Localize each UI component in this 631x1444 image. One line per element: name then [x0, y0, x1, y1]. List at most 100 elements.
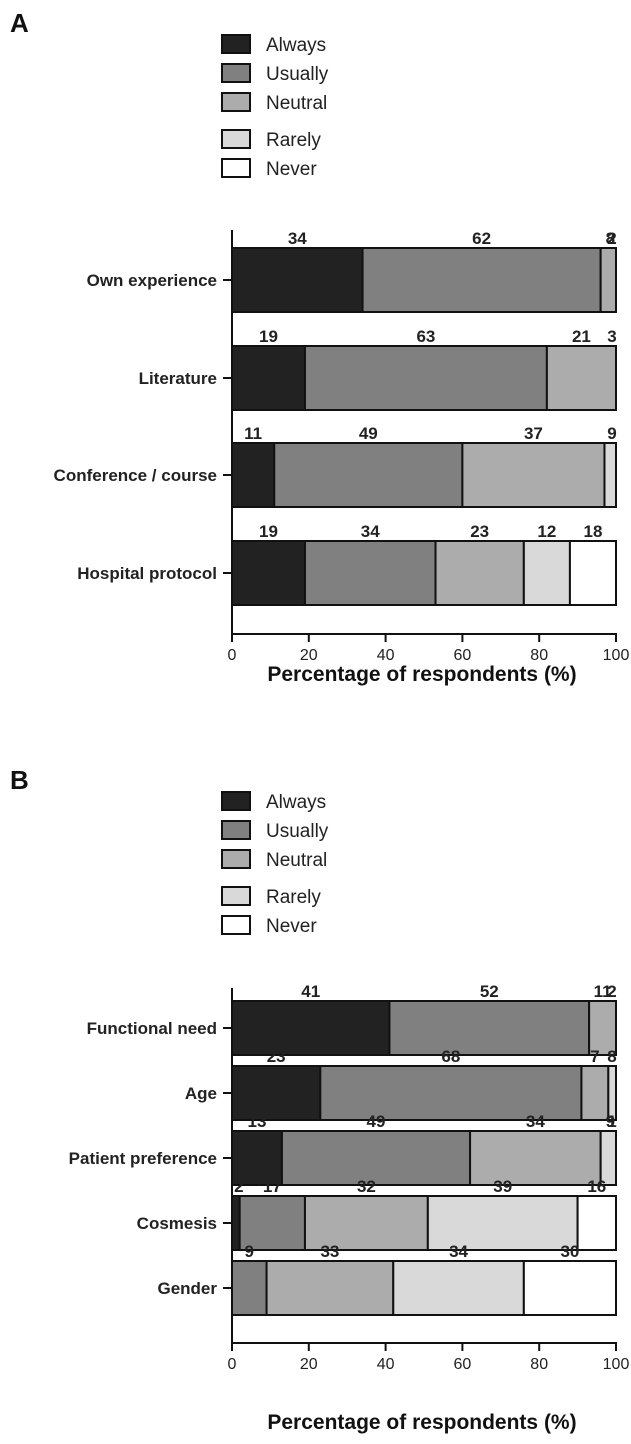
legend-label-always: Always [266, 792, 326, 813]
bar-segment [303, 345, 548, 411]
data-label: 21 [572, 327, 591, 346]
legend-swatch-neutral [221, 849, 251, 869]
bar-segment [388, 1000, 591, 1056]
data-label: 8 [606, 229, 615, 248]
data-label: 3 [607, 327, 616, 346]
bar-segment [568, 540, 617, 606]
bar-segment [231, 1000, 391, 1056]
data-label: 19 [259, 522, 278, 541]
x-tick-label: 0 [228, 1356, 237, 1373]
bar-segment [599, 247, 618, 313]
data-label: 12 [537, 522, 556, 541]
legend-swatch-rarely [221, 129, 251, 149]
panel-letter-a: A [10, 8, 29, 38]
data-label: 34 [526, 1112, 545, 1131]
data-label: 49 [359, 424, 378, 443]
data-label: 7 [590, 1047, 599, 1066]
legend-label-usually: Usually [266, 64, 329, 85]
bar-segment [426, 1195, 579, 1251]
category-label: Functional need [87, 1019, 217, 1038]
data-label: 68 [441, 1047, 460, 1066]
data-label: 41 [301, 982, 320, 1001]
x-tick-label: 40 [377, 647, 395, 664]
data-label: 34 [449, 1242, 468, 1261]
category-label: Gender [157, 1279, 217, 1298]
legend-label-never: Never [266, 159, 317, 180]
x-tick-label: 60 [454, 1356, 472, 1373]
bar-segment [303, 540, 437, 606]
data-label: 39 [493, 1177, 512, 1196]
data-label: 37 [524, 424, 543, 443]
bar-segment [461, 442, 606, 508]
bar-segment [522, 1260, 618, 1316]
bar-segment [280, 1130, 472, 1186]
bar-segment [392, 1260, 525, 1316]
category-label: Literature [139, 369, 217, 388]
x-tick-label: 80 [530, 647, 548, 664]
data-label: 9 [607, 424, 616, 443]
x-tick-label: 100 [603, 647, 630, 664]
x-axis-title: Percentage of respondents (%) [267, 1411, 576, 1434]
data-label: 16 [587, 1177, 606, 1196]
data-label: 8 [607, 1047, 616, 1066]
legend-label-usually: Usually [266, 821, 329, 842]
bar-segment [265, 1260, 395, 1316]
data-label: 32 [357, 1177, 376, 1196]
bar-segment [603, 442, 617, 508]
data-label: 23 [267, 1047, 286, 1066]
data-label: 52 [480, 982, 499, 1001]
data-label: 2 [607, 229, 616, 248]
legend-label-neutral: Neutral [266, 93, 327, 114]
data-label: 23 [470, 522, 489, 541]
legend-swatch-neutral [221, 92, 251, 112]
category-label: Hospital protocol [77, 564, 217, 583]
legend-swatch-always [221, 791, 251, 811]
bar-segment [231, 1260, 268, 1316]
bar-segment [361, 247, 602, 313]
bar-segment [231, 442, 276, 508]
data-label: 13 [247, 1112, 266, 1131]
data-label: 9 [606, 1112, 615, 1131]
bar-segment [599, 1130, 618, 1186]
bar-segment [580, 1065, 610, 1121]
bar-segment [231, 1130, 283, 1186]
legend-swatch-usually [221, 820, 251, 840]
bar-segment [303, 1195, 429, 1251]
data-label: 34 [288, 229, 307, 248]
legend-swatch-rarely [221, 886, 251, 906]
bar-segment [231, 247, 364, 313]
data-label: 33 [320, 1242, 339, 1261]
data-label: 11 [244, 424, 262, 443]
x-axis-title: Percentage of respondents (%) [267, 663, 576, 686]
data-label: 30 [560, 1242, 579, 1261]
legend-label-neutral: Neutral [266, 850, 327, 871]
x-tick-label: 40 [377, 1356, 395, 1373]
legend-swatch-never [221, 158, 251, 178]
data-label: 17 [263, 1177, 282, 1196]
x-tick-label: 20 [300, 647, 318, 664]
category-label: Cosmesis [137, 1214, 217, 1233]
category-label: Age [185, 1084, 217, 1103]
bar-segment [273, 442, 464, 508]
category-label: Own experience [87, 271, 217, 290]
legend-swatch-usually [221, 63, 251, 83]
legend-swatch-never [221, 915, 251, 935]
x-tick-label: 60 [454, 647, 472, 664]
x-tick-label: 100 [603, 1356, 630, 1373]
data-label: 11 [594, 982, 612, 1001]
data-label: 63 [416, 327, 435, 346]
panel-letter-b: B [10, 765, 29, 795]
bar-segment [231, 1065, 322, 1121]
bar-segment [434, 540, 525, 606]
bar-segment [588, 1000, 617, 1056]
bar-segment [522, 540, 571, 606]
bar-segment [231, 345, 306, 411]
legend-swatch-always [221, 34, 251, 54]
bar-segment [231, 540, 306, 606]
data-label: 34 [361, 522, 380, 541]
data-label: 1 [607, 1112, 616, 1131]
data-label: 2 [234, 1177, 243, 1196]
data-label: 9 [245, 1242, 254, 1261]
legend-label-always: Always [266, 35, 326, 56]
